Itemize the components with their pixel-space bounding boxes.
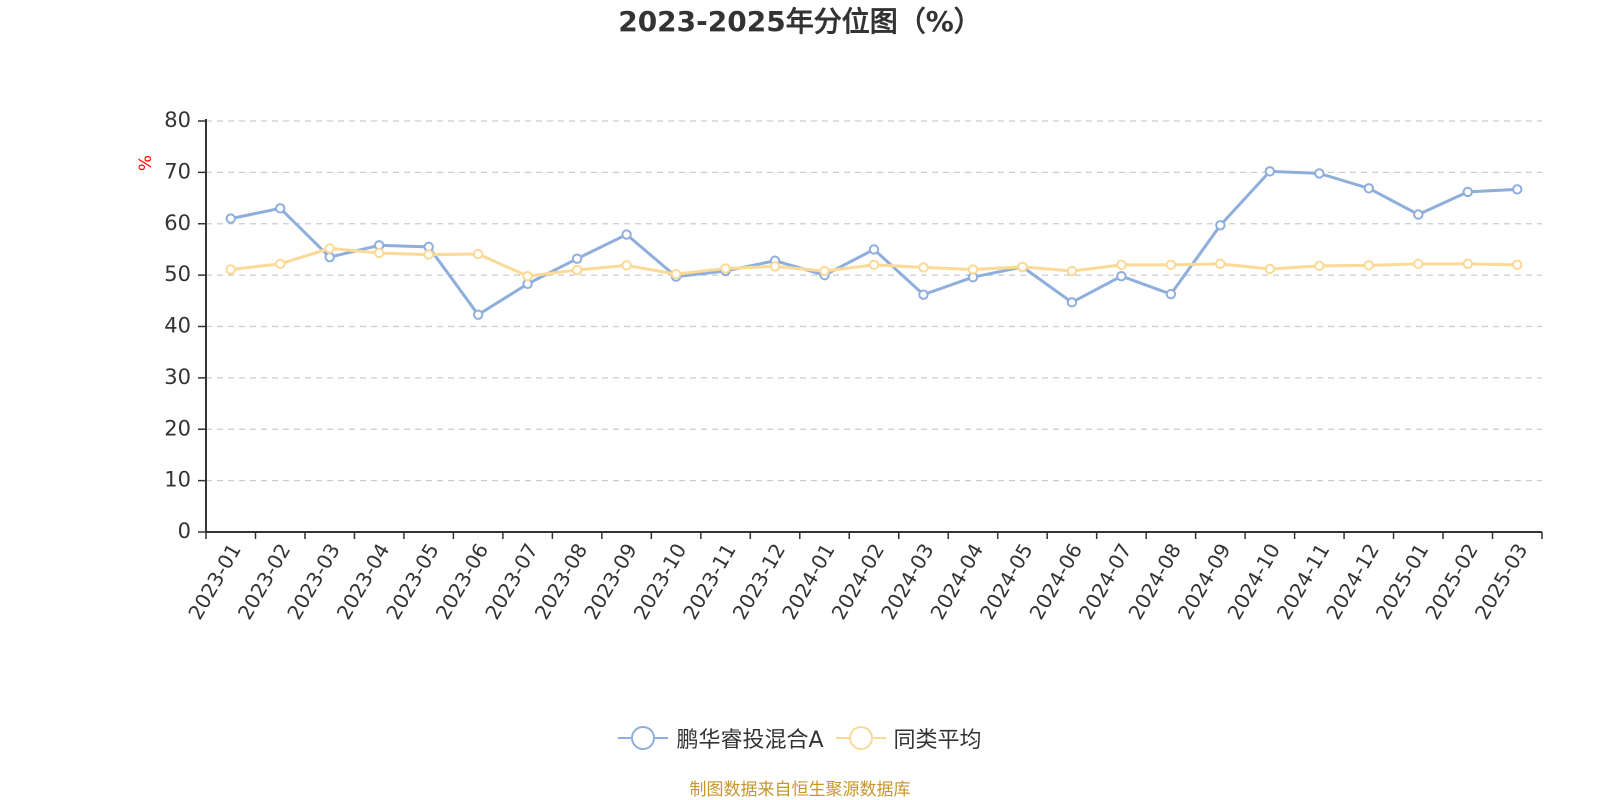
- data-point-series-1: [1512, 259, 1523, 271]
- data-point-series-0: [1314, 168, 1325, 179]
- y-tick-label: 0: [178, 519, 191, 543]
- data-point-series-1: [1116, 259, 1127, 271]
- series-line-0: [230, 169, 1518, 317]
- data-point-series-1: [571, 264, 583, 276]
- data-point-series-0: [1512, 184, 1523, 195]
- data-point-series-1: [324, 243, 335, 254]
- series-lines: [225, 166, 1523, 320]
- data-point-series-0: [918, 289, 929, 300]
- data-point-series-0: [472, 309, 484, 320]
- data-point-series-1: [769, 261, 781, 272]
- axes: 010203040506070802023-012023-022023-0320…: [164, 108, 1543, 624]
- data-point-series-0: [275, 203, 286, 214]
- data-point-series-0: [1066, 297, 1078, 308]
- data-point-series-1: [225, 264, 236, 275]
- y-tick-label: 30: [164, 365, 191, 389]
- legend-line-circle-icon: [618, 726, 669, 750]
- data-point-series-1: [868, 259, 880, 271]
- data-point-series-1: [373, 247, 385, 259]
- y-tick-label: 60: [164, 211, 191, 235]
- data-point-series-1: [423, 249, 434, 260]
- data-point-series-1: [1215, 258, 1226, 270]
- data-point-series-1: [1165, 259, 1177, 271]
- data-point-series-0: [1215, 220, 1226, 231]
- legend-line-circle-icon: [835, 726, 886, 750]
- data-point-series-1: [522, 270, 533, 282]
- data-point-series-1: [472, 248, 484, 260]
- data-point-series-0: [868, 244, 880, 255]
- data-point-series-0: [1462, 186, 1473, 198]
- y-axis-label: %: [136, 155, 156, 171]
- data-point-series-1: [1017, 261, 1028, 273]
- data-point-series-1: [275, 258, 286, 270]
- legend-label: 同类平均: [893, 728, 982, 753]
- y-tick-label: 80: [164, 108, 191, 132]
- y-tick-label: 50: [164, 262, 191, 286]
- data-point-series-0: [1165, 288, 1177, 300]
- data-point-series-1: [1363, 260, 1375, 271]
- data-point-series-0: [1116, 270, 1127, 282]
- data-point-series-1: [1314, 260, 1325, 272]
- y-tick-label: 20: [164, 416, 191, 440]
- grid-lines: [206, 120, 1542, 482]
- data-point-series-1: [720, 263, 731, 274]
- data-point-series-0: [621, 229, 632, 240]
- data-point-series-1: [670, 268, 682, 280]
- data-point-series-1: [1264, 263, 1276, 275]
- data-point-series-0: [571, 253, 583, 264]
- data-point-series-0: [1264, 166, 1276, 177]
- y-tick-label: 70: [164, 159, 191, 183]
- y-tick-label: 40: [164, 314, 191, 338]
- data-point-series-0: [1413, 209, 1424, 220]
- data-point-series-1: [918, 262, 929, 273]
- data-point-series-1: [967, 264, 979, 275]
- data-point-series-0: [324, 251, 335, 263]
- data-point-series-0: [225, 213, 236, 224]
- source-note: 制图数据来自恒生聚源数据库: [689, 780, 911, 800]
- data-point-series-1: [1066, 265, 1078, 277]
- data-point-series-0: [1363, 183, 1375, 194]
- data-point-series-1: [621, 260, 632, 271]
- data-point-series-1: [1413, 258, 1424, 270]
- chart-title: 2023-2025年分位图（%）: [618, 5, 982, 38]
- y-tick-label: 10: [164, 468, 191, 492]
- legend-item-series-0[interactable]: 鹏华睿投混合A: [618, 722, 824, 754]
- data-point-series-1: [819, 265, 830, 277]
- legend: 鹏华睿投混合A 同类平均: [0, 722, 1600, 754]
- legend-item-series-1[interactable]: 同类平均: [835, 722, 982, 754]
- data-point-series-1: [1462, 258, 1473, 270]
- legend-label: 鹏华睿投混合A: [676, 728, 824, 753]
